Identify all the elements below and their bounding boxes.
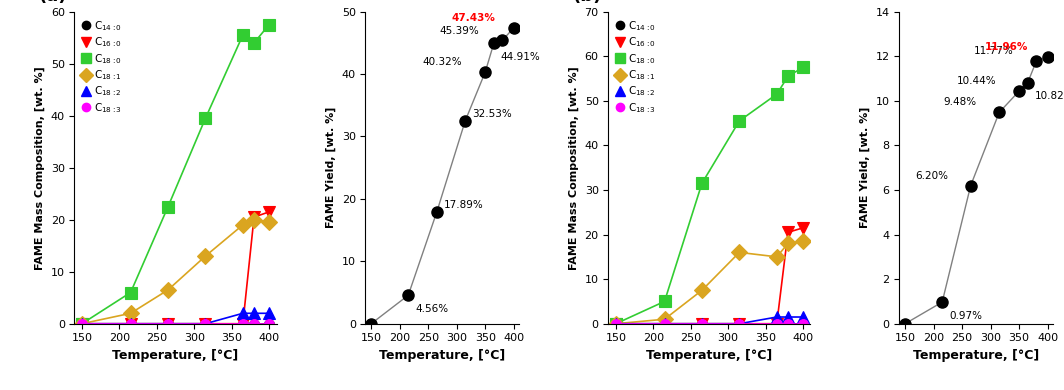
Y-axis label: FAME Mass Composition, [wt. %]: FAME Mass Composition, [wt. %] [569, 66, 579, 269]
Text: 6.20%: 6.20% [915, 170, 948, 181]
Text: (a): (a) [38, 0, 67, 5]
Y-axis label: FAME Yield, [wt. %]: FAME Yield, [wt. %] [860, 107, 870, 229]
Y-axis label: FAME Mass Composition, [wt. %]: FAME Mass Composition, [wt. %] [35, 66, 45, 269]
Text: 32.53%: 32.53% [472, 108, 512, 119]
Text: 11.77%: 11.77% [974, 46, 1014, 57]
Text: 9.48%: 9.48% [944, 98, 977, 108]
Legend: C$_{14:0}$, C$_{16:0}$, C$_{18:0}$, C$_{18:1}$, C$_{18:2}$, C$_{18:3}$: C$_{14:0}$, C$_{16:0}$, C$_{18:0}$, C$_{… [614, 17, 659, 117]
X-axis label: Temperature, [°C]: Temperature, [°C] [646, 349, 772, 362]
Text: 17.89%: 17.89% [444, 200, 483, 210]
Text: 45.39%: 45.39% [439, 25, 480, 35]
Legend: C$_{14:0}$, C$_{16:0}$, C$_{18:0}$, C$_{18:1}$, C$_{18:2}$, C$_{18:3}$: C$_{14:0}$, C$_{16:0}$, C$_{18:0}$, C$_{… [80, 17, 124, 117]
Text: (b): (b) [572, 0, 601, 5]
X-axis label: Temperature, [°C]: Temperature, [°C] [113, 349, 238, 362]
Text: 10.44%: 10.44% [957, 76, 996, 86]
Text: 0.97%: 0.97% [949, 311, 982, 321]
X-axis label: Temperature, [°C]: Temperature, [°C] [380, 349, 505, 362]
Text: 40.32%: 40.32% [422, 57, 463, 67]
Text: 11.96%: 11.96% [985, 42, 1029, 52]
Text: 47.43%: 47.43% [451, 13, 495, 23]
X-axis label: Temperature, [°C]: Temperature, [°C] [913, 349, 1040, 362]
Text: 4.56%: 4.56% [415, 304, 448, 314]
Text: 44.91%: 44.91% [501, 52, 541, 62]
Text: 10.82%: 10.82% [1034, 91, 1064, 101]
Y-axis label: FAME Yield, [wt. %]: FAME Yield, [wt. %] [326, 107, 336, 229]
